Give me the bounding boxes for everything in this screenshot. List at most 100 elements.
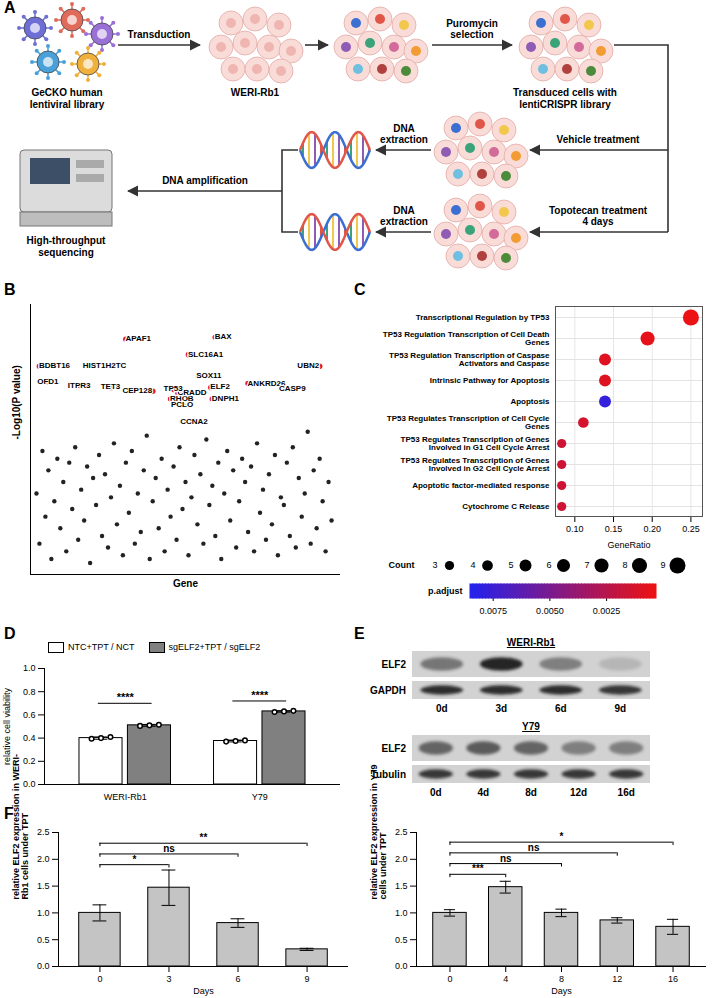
svg-text:9d: 9d <box>614 703 626 714</box>
svg-text:relative cell viability: relative cell viability <box>2 687 12 765</box>
svg-text:BAX: BAX <box>215 332 233 341</box>
svg-text:8d: 8d <box>525 787 537 798</box>
svg-text:1.0: 1.0 <box>395 908 408 918</box>
svg-text:DNA amplification: DNA amplification <box>162 175 248 186</box>
svg-text:WERI-Rb1: WERI-Rb1 <box>507 637 556 648</box>
svg-text:APAF1: APAF1 <box>125 334 151 343</box>
svg-text:3: 3 <box>432 560 437 570</box>
svg-text:9: 9 <box>660 560 665 570</box>
svg-text:ns: ns <box>163 843 175 854</box>
svg-text:Days: Days <box>193 986 214 996</box>
svg-text:1.5: 1.5 <box>37 881 50 891</box>
svg-text:TP53 Regulates Transcription o: TP53 Regulates Transcription of GenesInv… <box>401 456 550 473</box>
svg-text:Cytochrome C Release: Cytochrome C Release <box>462 502 550 511</box>
svg-text:0.4: 0.4 <box>23 733 36 743</box>
svg-text:Days: Days <box>551 986 572 996</box>
svg-text:0.0025: 0.0025 <box>593 606 621 616</box>
svg-text:CEP128: CEP128 <box>122 386 152 395</box>
svg-text:0.0: 0.0 <box>395 961 408 971</box>
svg-text:ELF2: ELF2 <box>382 743 407 754</box>
svg-text:GeCKO humanlentiviral library: GeCKO humanlentiviral library <box>30 87 105 110</box>
svg-text:ns: ns <box>528 842 540 853</box>
svg-text:TP53 Regulation Transcription: TP53 Regulation Transcription of Cell De… <box>383 330 550 347</box>
svg-text:****: **** <box>251 689 269 701</box>
svg-text:DNPH1: DNPH1 <box>212 394 240 403</box>
svg-text:DNAextraction: DNAextraction <box>380 205 428 228</box>
svg-text:4: 4 <box>503 974 508 984</box>
svg-text:1.5: 1.5 <box>395 881 408 891</box>
svg-text:Transduction: Transduction <box>128 29 191 40</box>
svg-text:ITPR3: ITPR3 <box>68 381 91 390</box>
svg-text:Puromycinselection: Puromycinselection <box>446 18 498 41</box>
svg-text:ELF2: ELF2 <box>210 382 230 391</box>
svg-text:OFD1: OFD1 <box>37 377 59 386</box>
svg-text:Y79: Y79 <box>522 721 540 732</box>
svg-text:0.0: 0.0 <box>23 779 36 789</box>
svg-text:0: 0 <box>447 974 452 984</box>
svg-text:Apoptotic factor-mediated resp: Apoptotic factor-mediated response <box>412 481 550 490</box>
svg-text:UBN2: UBN2 <box>297 361 319 370</box>
svg-text:Gene: Gene <box>173 578 198 589</box>
svg-text:0.15: 0.15 <box>605 524 623 534</box>
svg-text:Y79: Y79 <box>252 792 268 802</box>
svg-text:0.5: 0.5 <box>395 935 408 945</box>
svg-text:12: 12 <box>612 974 622 984</box>
svg-text:*: * <box>132 854 136 865</box>
svg-text:PCLO: PCLO <box>171 400 193 409</box>
svg-text:5: 5 <box>508 560 513 570</box>
svg-text:WERI-Rb1: WERI-Rb1 <box>231 87 280 98</box>
svg-text:Count: Count <box>389 560 415 570</box>
svg-text:8: 8 <box>559 974 564 984</box>
svg-text:CCNA2: CCNA2 <box>180 417 208 426</box>
svg-text:0.0050: 0.0050 <box>536 606 564 616</box>
svg-text:0d: 0d <box>430 787 442 798</box>
svg-text:6d: 6d <box>555 703 567 714</box>
svg-text:*: * <box>560 831 564 842</box>
svg-text:TET3: TET3 <box>101 382 121 391</box>
svg-text:DNAextraction: DNAextraction <box>380 123 428 146</box>
svg-text:Intrinsic Pathway for Apoptosi: Intrinsic Pathway for Apoptosis <box>430 376 550 385</box>
svg-text:0: 0 <box>97 974 102 984</box>
svg-text:16: 16 <box>668 974 678 984</box>
svg-text:HIST1H2TC: HIST1H2TC <box>83 361 127 370</box>
svg-text:GAPDH: GAPDH <box>370 685 406 696</box>
svg-text:Tubulin: Tubulin <box>371 769 406 780</box>
svg-text:0.0075: 0.0075 <box>479 606 507 616</box>
svg-text:***: *** <box>472 863 484 874</box>
svg-text:0.8: 0.8 <box>23 687 36 697</box>
svg-text:0.6: 0.6 <box>23 710 36 720</box>
svg-text:0.2: 0.2 <box>23 756 36 766</box>
svg-text:1.0: 1.0 <box>37 908 50 918</box>
svg-text:Transduced cells withlentiCRIS: Transduced cells withlentiCRISPR library <box>513 87 617 110</box>
svg-text:TP53: TP53 <box>164 384 184 393</box>
svg-text:relative ELF2 expression in WE: relative ELF2 expression in WERI-Rb1 cel… <box>11 754 30 900</box>
svg-text:3d: 3d <box>495 703 507 714</box>
svg-text:WERI-Rb1: WERI-Rb1 <box>104 792 147 802</box>
svg-text:1.0: 1.0 <box>23 663 36 673</box>
svg-text:relative ELF2 expression in Y7: relative ELF2 expression in Y79cells und… <box>369 765 388 900</box>
svg-text:Vehicle treatment: Vehicle treatment <box>557 134 640 145</box>
svg-text:High-throughputsequencing: High-throughputsequencing <box>27 235 107 258</box>
svg-text:0.25: 0.25 <box>682 524 700 534</box>
svg-text:**: ** <box>200 832 208 843</box>
svg-text:4: 4 <box>470 560 475 570</box>
svg-text:2.0: 2.0 <box>37 854 50 864</box>
svg-text:0.5: 0.5 <box>37 935 50 945</box>
svg-text:TP53 Regulation Transcription: TP53 Regulation Transcription of Caspase… <box>389 351 550 368</box>
svg-text:GeneRatio: GeneRatio <box>607 540 650 550</box>
svg-text:16d: 16d <box>618 787 635 798</box>
svg-text:0.0: 0.0 <box>37 961 50 971</box>
svg-text:9: 9 <box>305 974 310 984</box>
svg-text:ns: ns <box>500 853 512 864</box>
svg-text:12d: 12d <box>570 787 587 798</box>
svg-text:6: 6 <box>236 974 241 984</box>
svg-text:0.20: 0.20 <box>643 524 661 534</box>
svg-text:Apoptosis: Apoptosis <box>510 397 550 406</box>
svg-text:4d: 4d <box>478 787 490 798</box>
svg-text:SOX11: SOX11 <box>196 371 222 380</box>
svg-text:2.5: 2.5 <box>37 827 50 837</box>
svg-text:****: **** <box>117 691 135 703</box>
svg-text:SLC16A1: SLC16A1 <box>188 350 224 359</box>
svg-text:-Log10(P value): -Log10(P value) <box>11 365 22 439</box>
svg-text:0.10: 0.10 <box>566 524 584 534</box>
